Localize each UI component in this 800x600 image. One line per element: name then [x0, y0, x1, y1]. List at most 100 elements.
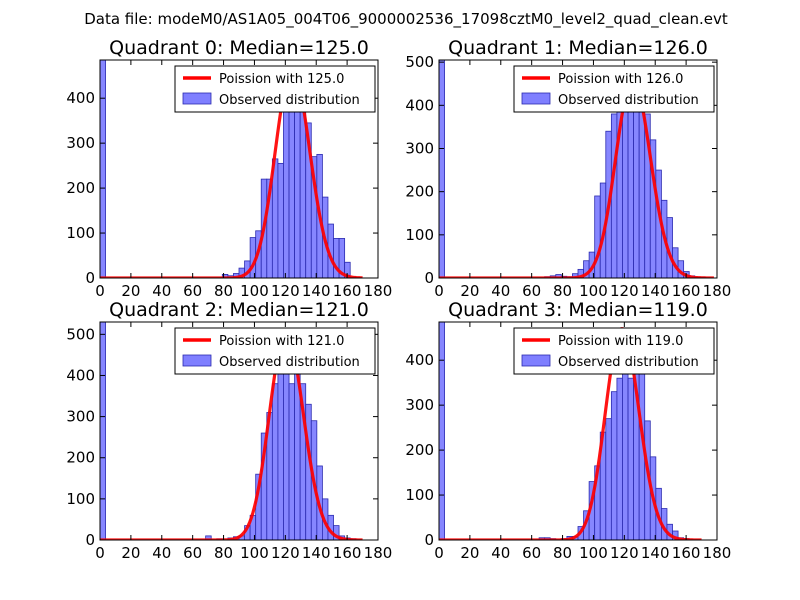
x-tick-label: 100	[240, 282, 269, 300]
y-tick-label: 200	[405, 183, 434, 201]
x-tick-label: 160	[672, 282, 701, 300]
y-tick-label: 400	[66, 366, 95, 384]
x-tick-label: 0	[434, 544, 444, 562]
x-tick-label: 180	[703, 544, 732, 562]
histogram-bar	[277, 352, 284, 540]
x-tick-label: 160	[672, 544, 701, 562]
x-tick-label: 60	[183, 544, 202, 562]
legend-poisson-label: Poission with 125.0	[219, 72, 344, 87]
y-tick-label: 100	[405, 226, 434, 244]
legend-observed-label: Observed distribution	[219, 93, 360, 108]
x-tick-label: 160	[333, 544, 362, 562]
quadrant-panel-0: 0 20 40 60 80 100 120 140 160 1800100200300400Qua…	[66, 37, 392, 300]
x-tick-label: 80	[553, 544, 572, 562]
y-tick-label: 500	[66, 325, 95, 343]
legend-observed-swatch	[521, 92, 551, 105]
x-tick-label: 40	[152, 544, 171, 562]
histogram-bar	[100, 60, 106, 278]
poisson-curve	[439, 77, 714, 278]
legend-observed-swatch	[521, 354, 551, 367]
panel-title: Quadrant 1: Median=126.0	[448, 37, 708, 59]
histogram-bar	[594, 195, 601, 278]
legend-observed-label: Observed distribution	[558, 355, 699, 370]
x-tick-label: 100	[579, 544, 608, 562]
x-tick-label: 120	[271, 282, 300, 300]
legend-poisson-label: Poission with 119.0	[558, 334, 683, 349]
y-tick-label: 0	[424, 531, 434, 549]
y-tick-label: 200	[66, 449, 95, 467]
x-tick-label: 120	[610, 282, 639, 300]
axes-frame	[438, 321, 718, 541]
quadrant-panel-3: 0 20 40 60 80 100 120 140 160 1800100200300400Qua…	[405, 299, 731, 562]
histogram-bar	[622, 96, 629, 278]
y-tick-label: 100	[405, 486, 434, 504]
y-tick-label: 100	[66, 490, 95, 508]
histogram-bar	[299, 104, 307, 278]
y-tick-label: 200	[405, 441, 434, 459]
y-tick-label: 100	[66, 224, 95, 242]
panel-title: Quadrant 3: Median=119.0	[448, 299, 708, 321]
histogram-bar	[605, 418, 612, 540]
histogram-bar	[616, 377, 623, 540]
x-tick-label: 80	[553, 282, 572, 300]
histogram-bar	[277, 162, 284, 278]
histogram-bar	[305, 403, 312, 540]
legend-observed-swatch	[182, 92, 212, 105]
x-tick-label: 20	[460, 544, 479, 562]
x-tick-label: 160	[333, 282, 362, 300]
histogram-bar	[622, 350, 629, 540]
y-tick-label: 300	[66, 134, 95, 152]
quadrant-panel-1: 0 20 40 60 80 100 120 140 160 1800100200300400500…	[405, 37, 731, 300]
x-tick-label: 0	[95, 544, 105, 562]
y-tick-label: 400	[405, 96, 434, 114]
x-tick-label: 140	[641, 544, 670, 562]
x-tick-label: 120	[610, 544, 639, 562]
histogram-bar	[439, 60, 445, 278]
legend-poisson-label: Poission with 121.0	[219, 334, 344, 349]
x-tick-label: 180	[703, 282, 732, 300]
x-tick-label: 40	[152, 282, 171, 300]
y-tick-label: 300	[405, 139, 434, 157]
panel-title: Quadrant 0: Median=125.0	[109, 37, 369, 59]
y-tick-label: 300	[405, 396, 434, 414]
x-tick-label: 140	[302, 282, 331, 300]
x-tick-label: 140	[302, 544, 331, 562]
histogram-bar	[283, 362, 290, 540]
y-tick-label: 400	[66, 89, 95, 107]
y-tick-label: 0	[85, 531, 95, 549]
x-tick-label: 120	[271, 544, 300, 562]
histogram-bar	[439, 322, 445, 540]
x-tick-label: 100	[579, 282, 608, 300]
y-tick-label: 300	[66, 408, 95, 426]
axes-frame	[99, 321, 379, 541]
x-tick-label: 0	[95, 282, 105, 300]
histogram-bar	[610, 391, 618, 540]
x-tick-label: 60	[522, 544, 541, 562]
histogram-bar	[288, 383, 296, 540]
legend-observed-swatch	[182, 354, 212, 367]
x-tick-label: 80	[214, 544, 233, 562]
x-tick-label: 20	[460, 282, 479, 300]
legend: Poission with 121.0 Observed distribution	[174, 327, 376, 375]
figure-title: Data file: modeM0/AS1A05_004T06_90000025…	[84, 10, 728, 29]
y-tick-label: 0	[85, 269, 95, 287]
x-tick-label: 20	[121, 544, 140, 562]
y-tick-label: 500	[405, 53, 434, 71]
histogram-bar	[100, 322, 106, 540]
x-tick-label: 20	[121, 282, 140, 300]
legend: Poission with 119.0 Observed distribution	[513, 327, 715, 375]
legend-poisson-label: Poission with 126.0	[558, 72, 683, 87]
legend: Poission with 125.0 Observed distribution	[174, 65, 376, 113]
plot-area	[439, 60, 714, 278]
y-tick-label: 200	[66, 179, 95, 197]
y-tick-label: 0	[424, 269, 434, 287]
x-tick-label: 180	[364, 544, 393, 562]
x-tick-label: 180	[364, 282, 393, 300]
x-tick-label: 40	[491, 544, 510, 562]
histogram-bar	[283, 111, 290, 278]
quadrant-panel-2: 0 20 40 60 80 100 120 140 160 1800100200300400500…	[66, 299, 392, 562]
axes-frame	[99, 59, 379, 279]
legend: Poission with 126.0 Observed distribution	[513, 65, 715, 113]
x-tick-label: 80	[214, 282, 233, 300]
